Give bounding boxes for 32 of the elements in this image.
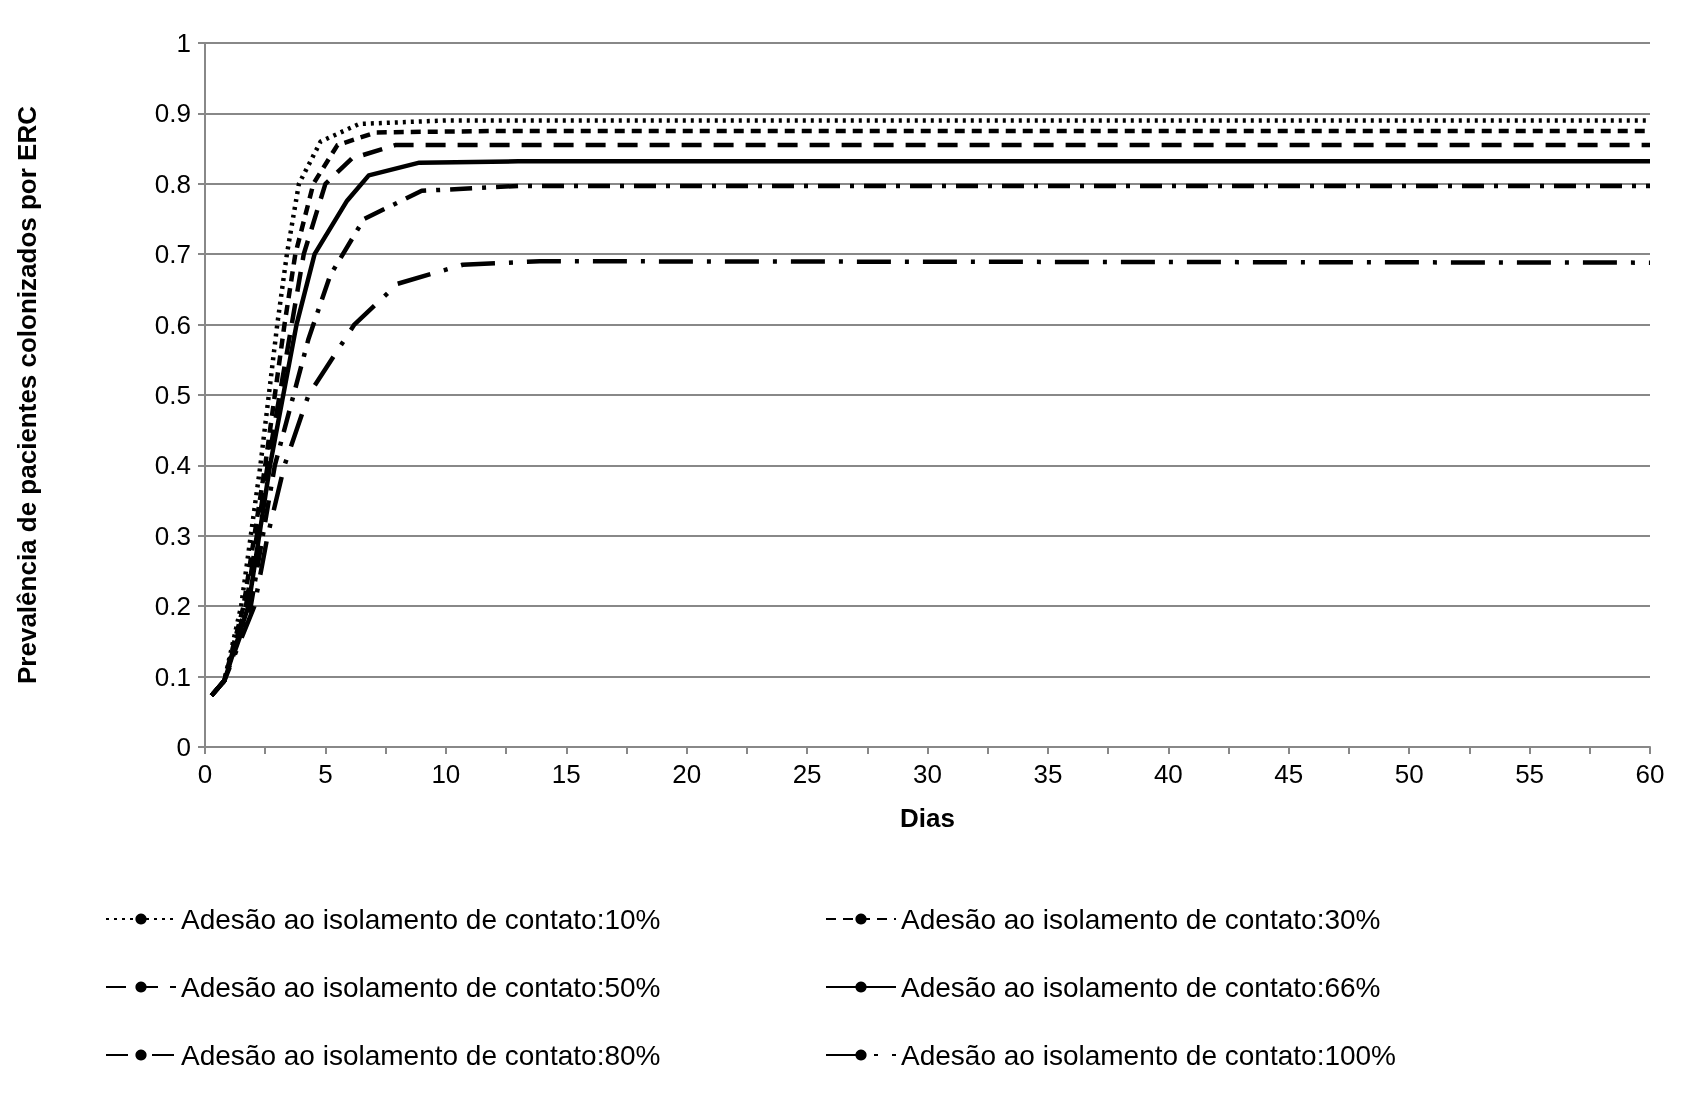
x-tick-label: 55	[1515, 759, 1545, 789]
x-tick-label: 20	[672, 759, 702, 789]
x-tick-label: 50	[1394, 759, 1424, 789]
x-tick-label: 5	[318, 759, 333, 789]
x-tick-label: 10	[431, 759, 461, 789]
y-tick-label: 0.2	[154, 591, 191, 622]
legend-label: Adesão ao isolamento de contato:50%	[181, 971, 661, 1003]
y-axis-title: Prevalência de pacientes colonizados por ERC	[12, 105, 42, 684]
legend-label: Adesão ao isolamento de contato:10%	[181, 903, 661, 935]
y-tick-label: 0.3	[154, 520, 191, 551]
x-tick-label: 40	[1153, 759, 1183, 789]
y-tick-label: 0.4	[154, 450, 191, 481]
y-tick-label: 0	[176, 732, 191, 762]
y-tick-label: 0.1	[154, 661, 191, 692]
x-tick-label: 30	[913, 759, 942, 789]
x-tick-label: 15	[551, 759, 581, 789]
x-tick-label: 45	[1274, 759, 1304, 789]
y-tick-label: 0.8	[154, 168, 191, 199]
x-tick-label: 0	[197, 759, 213, 789]
y-tick-label: 0.7	[154, 239, 191, 270]
y-tick-label: 0.9	[154, 98, 191, 129]
x-tick-label: 25	[792, 759, 822, 789]
legend-label: Adesão ao isolamento de contato:100%	[901, 1039, 1397, 1071]
y-tick-label: 0.6	[154, 309, 191, 340]
x-tick-label: 35	[1033, 759, 1063, 789]
x-axis-title: Dias	[900, 803, 955, 833]
legend-label: Adesão ao isolamento de contato:30%	[901, 903, 1381, 935]
x-tick-label: 60	[1635, 759, 1665, 789]
legend-label: Adesão ao isolamento de contato:80%	[181, 1039, 661, 1071]
y-tick-label: 1	[176, 28, 191, 58]
y-tick-label: 0.5	[154, 380, 191, 410]
legend-label: Adesão ao isolamento de contato:66%	[901, 971, 1381, 1003]
